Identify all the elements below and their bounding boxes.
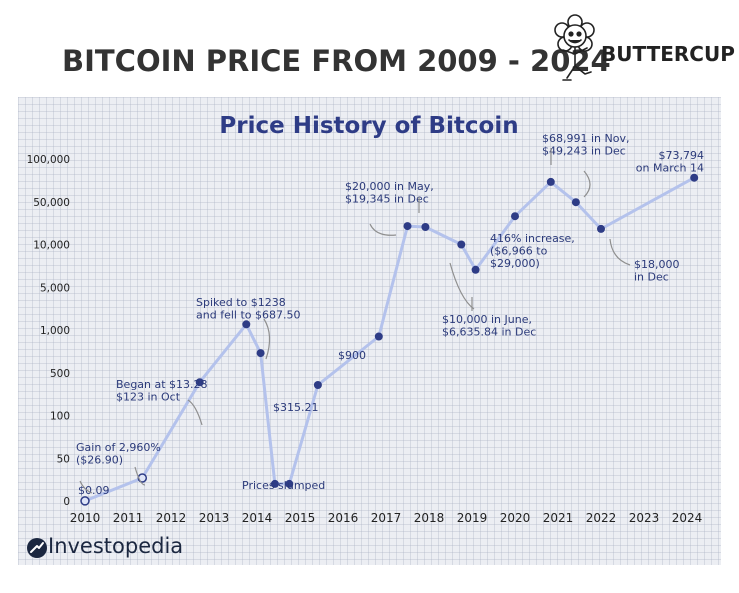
data-point [597, 224, 605, 233]
data-point [511, 212, 519, 221]
price-line [84, 176, 695, 503]
annotation-label: 416% increase, [490, 232, 575, 245]
investopedia-logo-icon [27, 538, 47, 558]
annotation-arrow [609, 238, 631, 266]
y-tick-label: 5,000 [40, 282, 70, 294]
annotation-label: Spiked to $1238 [196, 296, 286, 309]
x-tick-label: 2013 [199, 511, 230, 525]
x-tick-label: 2018 [414, 511, 445, 525]
data-point [80, 496, 90, 506]
x-tick-label: 2020 [500, 511, 531, 525]
data-point [256, 349, 265, 358]
flower-mascot-icon [554, 14, 595, 81]
x-tick-label: 2016 [328, 511, 359, 525]
annotation-arrow [449, 262, 475, 310]
y-tick-label: 0 [63, 496, 70, 508]
x-tick-label: 2011 [113, 511, 144, 525]
x-tick-label: 2019 [457, 511, 488, 525]
data-point [690, 173, 699, 182]
chart-title: Price History of Bitcoin [219, 113, 518, 139]
annotation-label: ($26.90) [76, 454, 123, 467]
x-tick-label: 2021 [543, 511, 574, 525]
annotation-arrow [187, 399, 203, 426]
annotation-arrow [369, 223, 397, 236]
x-tick-label: 2010 [70, 511, 101, 525]
data-point [421, 223, 430, 231]
x-tick-label: 2022 [586, 511, 617, 525]
annotation-label: $20,000 in May, [345, 180, 434, 193]
data-point [285, 479, 294, 488]
annotation-label: $123 in Oct [116, 391, 181, 404]
annotation-label: Began at $13.28 [116, 378, 208, 391]
data-point [242, 320, 251, 329]
annotation-arrow [583, 170, 591, 198]
annotation-label: Gain of 2,960% [76, 441, 161, 454]
annotation-label: $900 [338, 349, 366, 362]
y-tick-label: 100 [50, 411, 70, 423]
annotation-label: $0.09 [78, 484, 110, 497]
y-tick-label: 100,000 [27, 154, 70, 166]
y-tick-label: 500 [50, 368, 70, 380]
annotation-label: $315.21 [273, 401, 319, 414]
data-point [270, 479, 279, 488]
data-point [571, 198, 580, 207]
bitcoin-price-chart: Price History of Bitcoin 0 50 100 500 1,000 5,… [27, 113, 705, 525]
data-point [471, 265, 480, 274]
annotation-label: $29,000) [490, 257, 540, 270]
data-point [403, 222, 412, 231]
x-tick-label: 2023 [629, 511, 660, 525]
annotation-label: ($6,966 to [490, 245, 548, 258]
footer-brand-text: Investopedia [48, 534, 184, 558]
data-point [546, 177, 555, 186]
x-tick-label: 2015 [285, 511, 316, 525]
chart-card: Price History of Bitcoin 0 50 100 500 1,000 5,… [18, 97, 721, 565]
annotation-label: $18,000 [634, 258, 680, 271]
annotation-label: $10,000 in June, [442, 313, 532, 326]
brand-block: BUTTERCUP [545, 14, 735, 89]
annotation-label: $49,243 in Dec [542, 145, 626, 158]
y-tick-label: 50 [57, 453, 70, 465]
x-tick-label: 2012 [156, 511, 187, 525]
annotation-arrow [263, 318, 271, 360]
annotation-arrow [134, 466, 146, 486]
x-tick-label: 2024 [672, 511, 703, 525]
y-tick-label: 10,000 [33, 240, 70, 252]
data-point [374, 332, 383, 341]
data-point [457, 240, 466, 249]
data-point [137, 473, 148, 483]
data-point [195, 378, 204, 387]
annotation-label: $19,345 in Dec [345, 193, 429, 206]
header-title: BITCOIN PRICE FROM 2009 - 2024 [62, 44, 611, 78]
annotation-label: $6,635.84 in Dec [442, 326, 536, 339]
brand-name: BUTTERCUP [601, 42, 735, 66]
annotation-label: $73,794 [659, 149, 705, 162]
x-tick-label: 2014 [242, 511, 273, 525]
annotation-label: Prices slumped [242, 479, 325, 492]
y-tick-label: 1,000 [40, 325, 70, 337]
data-point [313, 381, 322, 389]
annotation-label: in Dec [634, 271, 669, 284]
annotation-arrow [79, 480, 93, 494]
annotation-label: on March 14 [636, 162, 704, 175]
annotation-label: $68,991 in Nov, [542, 132, 629, 145]
y-tick-label: 50,000 [33, 197, 70, 209]
annotation-label: and fell to $687.50 [196, 309, 300, 322]
x-tick-label: 2017 [371, 511, 402, 525]
